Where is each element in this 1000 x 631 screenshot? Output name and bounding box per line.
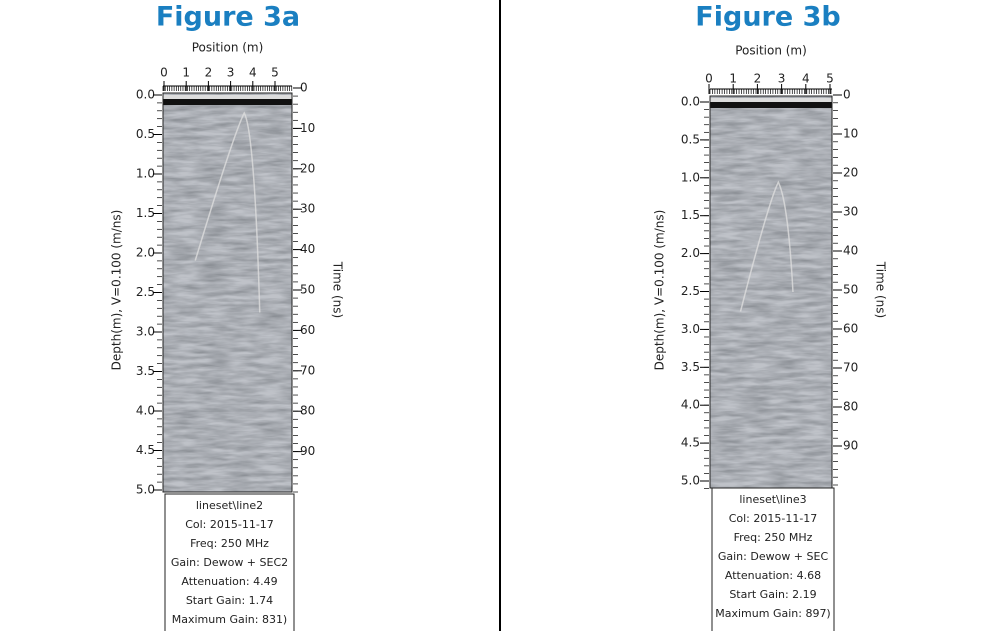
depth-tick-label: 3.0 bbox=[136, 325, 155, 339]
x-tick-label: 3 bbox=[778, 72, 786, 86]
x-tick-label: 1 bbox=[729, 72, 737, 86]
radargram-texture bbox=[710, 96, 832, 488]
info-line: Freq: 250 MHz bbox=[190, 537, 269, 550]
time-tick-label: 90 bbox=[843, 439, 858, 453]
hyperbola bbox=[194, 111, 261, 313]
time-tick-label: 30 bbox=[843, 205, 858, 219]
time-tick-label: 50 bbox=[843, 283, 858, 297]
x-axis-label: Position (m) bbox=[735, 44, 807, 58]
radargram-panel: Figure 3b Position (m) 0 1 2 3 4 5 0.0 0.5 1.0 1.5 2… bbox=[653, 2, 888, 631]
time-tick-label: 60 bbox=[843, 322, 858, 336]
x-tick-label: 5 bbox=[826, 72, 834, 86]
depth-tick-label: 1.0 bbox=[136, 167, 155, 181]
depth-tick-label: 1.5 bbox=[681, 208, 700, 222]
time-tick-label: 0 bbox=[843, 88, 851, 102]
panel-title: Figure 3a bbox=[156, 2, 300, 33]
time-tick-label: 60 bbox=[300, 323, 315, 337]
x-tick-label: 3 bbox=[227, 66, 235, 80]
depth-tick-label: 3.5 bbox=[136, 364, 155, 378]
depth-tick-label: 0.5 bbox=[681, 132, 700, 146]
info-line: Start Gain: 1.74 bbox=[186, 594, 273, 607]
depth-tick-label: 0.0 bbox=[136, 88, 155, 102]
surface-band-light bbox=[710, 98, 832, 102]
x-tick-label: 2 bbox=[205, 66, 213, 80]
surface-band bbox=[163, 99, 292, 105]
x-tick-label: 0 bbox=[160, 66, 168, 80]
depth-tick-label: 3.5 bbox=[681, 360, 700, 374]
depth-tick-label: 2.0 bbox=[136, 246, 155, 260]
time-tick-label: 90 bbox=[300, 444, 315, 458]
image-frame bbox=[162, 92, 293, 493]
time-tick-label: 80 bbox=[300, 404, 315, 418]
info-line: Start Gain: 2.19 bbox=[729, 588, 816, 601]
depth-tick-label: 4.0 bbox=[136, 404, 155, 418]
info-line: Gain: Dewow + SEC bbox=[718, 550, 829, 563]
time-axis-label: Time (ns) bbox=[331, 261, 345, 318]
depth-axis-label: Depth(m), V=0.100 (m/ns) bbox=[653, 210, 667, 371]
info-line: Attenuation: 4.68 bbox=[725, 569, 821, 582]
time-tick-label: 20 bbox=[300, 161, 315, 175]
depth-tick-label: 2.5 bbox=[681, 284, 700, 298]
panel-title: Figure 3b bbox=[695, 2, 840, 33]
time-tick-label: 70 bbox=[843, 361, 858, 375]
info-line: lineset\line3 bbox=[739, 493, 806, 506]
time-tick-label: 10 bbox=[843, 127, 858, 141]
time-tick-label: 30 bbox=[300, 202, 315, 216]
depth-axis-label: Depth(m), V=0.100 (m/ns) bbox=[110, 210, 124, 371]
radargram-texture bbox=[163, 93, 292, 492]
info-box bbox=[164, 493, 295, 631]
hyperbola bbox=[739, 180, 794, 312]
time-tick-label: 40 bbox=[843, 244, 858, 258]
depth-tick-label: 5.0 bbox=[681, 474, 700, 488]
info-line: Gain: Dewow + SEC2 bbox=[171, 556, 288, 569]
info-box bbox=[711, 487, 835, 631]
depth-tick-label: 1.5 bbox=[136, 206, 155, 220]
depth-tick-label: 4.0 bbox=[681, 398, 700, 412]
depth-tick-label: 2.5 bbox=[136, 285, 155, 299]
info-line: Maximum Gain: 831) bbox=[172, 613, 287, 626]
info-line: Col: 2015-11-17 bbox=[185, 518, 274, 531]
info-line: Col: 2015-11-17 bbox=[729, 512, 818, 525]
x-tick-label: 4 bbox=[249, 66, 257, 80]
time-tick-label: 20 bbox=[843, 166, 858, 180]
depth-tick-label: 4.5 bbox=[136, 443, 155, 457]
depth-tick-label: 3.0 bbox=[681, 322, 700, 336]
x-axis-label: Position (m) bbox=[192, 41, 264, 55]
x-tick-label: 4 bbox=[802, 72, 810, 86]
x-tick-label: 2 bbox=[754, 72, 762, 86]
time-tick-label: 70 bbox=[300, 363, 315, 377]
time-tick-label: 40 bbox=[300, 242, 315, 256]
info-line: Freq: 250 MHz bbox=[734, 531, 813, 544]
x-tick-label: 0 bbox=[705, 72, 713, 86]
depth-tick-label: 4.5 bbox=[681, 436, 700, 450]
info-line: Attenuation: 4.49 bbox=[181, 575, 277, 588]
depth-tick-label: 0.0 bbox=[681, 95, 700, 109]
depth-tick-label: 2.0 bbox=[681, 246, 700, 260]
depth-tick-label: 5.0 bbox=[136, 483, 155, 497]
time-axis-label: Time (ns) bbox=[874, 261, 888, 318]
info-line: lineset\line2 bbox=[196, 499, 263, 512]
info-line: Maximum Gain: 897) bbox=[715, 607, 830, 620]
x-tick-label: 5 bbox=[271, 66, 279, 80]
surface-band-light bbox=[163, 95, 292, 99]
x-tick-label: 1 bbox=[182, 66, 190, 80]
depth-tick-label: 1.0 bbox=[681, 170, 700, 184]
depth-tick-label: 0.5 bbox=[136, 127, 155, 141]
time-tick-label: 80 bbox=[843, 400, 858, 414]
surface-band bbox=[710, 102, 832, 108]
time-tick-label: 0 bbox=[300, 81, 308, 95]
time-tick-label: 50 bbox=[300, 283, 315, 297]
time-tick-label: 10 bbox=[300, 121, 315, 135]
